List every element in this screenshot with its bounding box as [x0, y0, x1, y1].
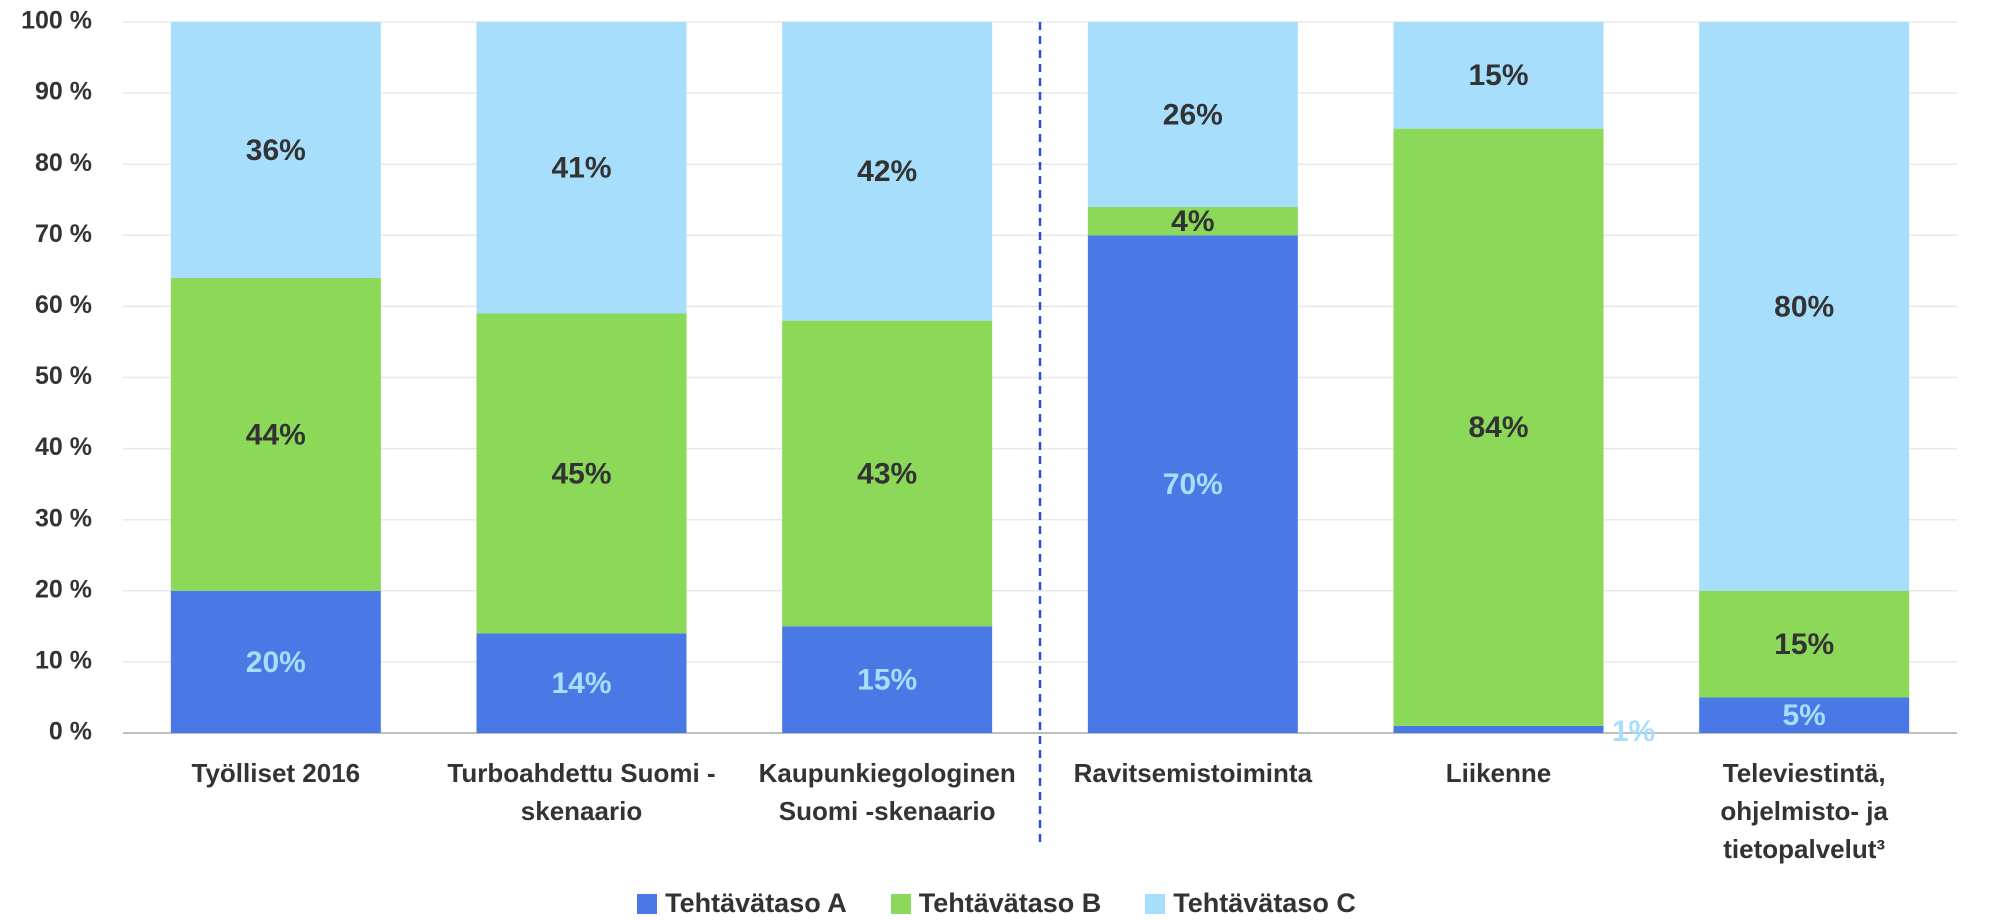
bar-segment	[170, 22, 381, 278]
y-tick-label: 10 %	[35, 647, 92, 675]
data-label: 4%	[1171, 205, 1214, 238]
data-label: 26%	[1163, 98, 1223, 131]
data-label: 36%	[246, 134, 306, 167]
y-tick-label: 70 %	[35, 220, 92, 248]
y-tick-label: 40 %	[35, 433, 92, 461]
legend-label: Tehtävätaso B	[918, 888, 1102, 918]
x-tick-label: Ravitsemistoiminta	[1073, 758, 1313, 788]
legend-swatch	[637, 893, 658, 914]
data-label: 1%	[1612, 715, 1655, 748]
bar-segment	[476, 633, 687, 733]
y-tick-label: 0 %	[49, 718, 92, 746]
bar-segment	[170, 277, 381, 591]
bar-segment	[1087, 22, 1298, 207]
data-label: 45%	[551, 457, 611, 490]
legend: Tehtävätaso A Tehtävätaso B Tehtävätaso C	[0, 888, 1993, 919]
data-label: 44%	[246, 418, 306, 451]
bar-segment	[1087, 206, 1298, 236]
data-label: 15%	[1774, 628, 1834, 661]
x-tick-label: Työlliset 2016	[191, 758, 361, 788]
legend-label: Tehtävätaso A	[665, 888, 847, 918]
x-tick-label: Turboahdettu Suomi -skenaario	[447, 758, 716, 826]
data-label: 42%	[857, 155, 917, 188]
bar-segment	[1393, 725, 1604, 733]
bar-segment	[782, 22, 993, 321]
x-tick-label: Televiestintä, ohjelmisto- ja tietopalve…	[1720, 758, 1888, 864]
bar-segment	[782, 320, 993, 627]
bar-segment	[1699, 697, 1910, 733]
bar-segment	[476, 22, 687, 314]
legend-item: Tehtävätaso C	[1145, 888, 1356, 919]
y-tick-label: 20 %	[35, 575, 92, 603]
data-label: 20%	[246, 646, 306, 679]
bar-segment	[1087, 235, 1298, 734]
legend-swatch	[890, 893, 911, 914]
bar-segment	[170, 590, 381, 733]
data-label: 14%	[551, 667, 611, 700]
data-label: 15%	[1468, 59, 1528, 92]
data-label: 70%	[1163, 468, 1223, 501]
bar-segment	[476, 313, 687, 634]
y-tick-label: 30 %	[35, 504, 92, 532]
x-tick-label: Liikenne	[1445, 758, 1552, 788]
data-label: 5%	[1782, 699, 1825, 732]
data-label: 80%	[1774, 290, 1834, 323]
data-label: 15%	[857, 664, 917, 697]
bar-segment	[1699, 590, 1910, 698]
data-label: 43%	[857, 457, 917, 490]
legend-swatch	[1145, 893, 1166, 914]
legend-item: Tehtävätaso B	[890, 888, 1102, 919]
bar-segment	[1393, 22, 1604, 129]
data-label: 41%	[551, 152, 611, 185]
legend-item: Tehtävätaso A	[637, 888, 847, 919]
plot: 0 % 10 % 20 % 30 % 40 % 50 % 60 % 70 % 80 % 90 % 1…	[21, 7, 1957, 842]
bar-segment	[782, 626, 993, 733]
y-tick-label: 50 %	[35, 362, 92, 390]
x-tick-label: Kaupunkiegologinen Suomi -skenaario	[758, 758, 1016, 826]
legend-label: Tehtävätaso C	[1173, 888, 1356, 918]
data-label: 84%	[1468, 411, 1528, 444]
y-tick-label: 60 %	[35, 291, 92, 319]
y-tick-label: 80 %	[35, 149, 92, 177]
bar-segment	[1699, 22, 1910, 591]
y-tick-label: 100 %	[21, 7, 92, 35]
bar-segment	[1393, 128, 1604, 726]
y-tick-label: 90 %	[35, 78, 92, 106]
